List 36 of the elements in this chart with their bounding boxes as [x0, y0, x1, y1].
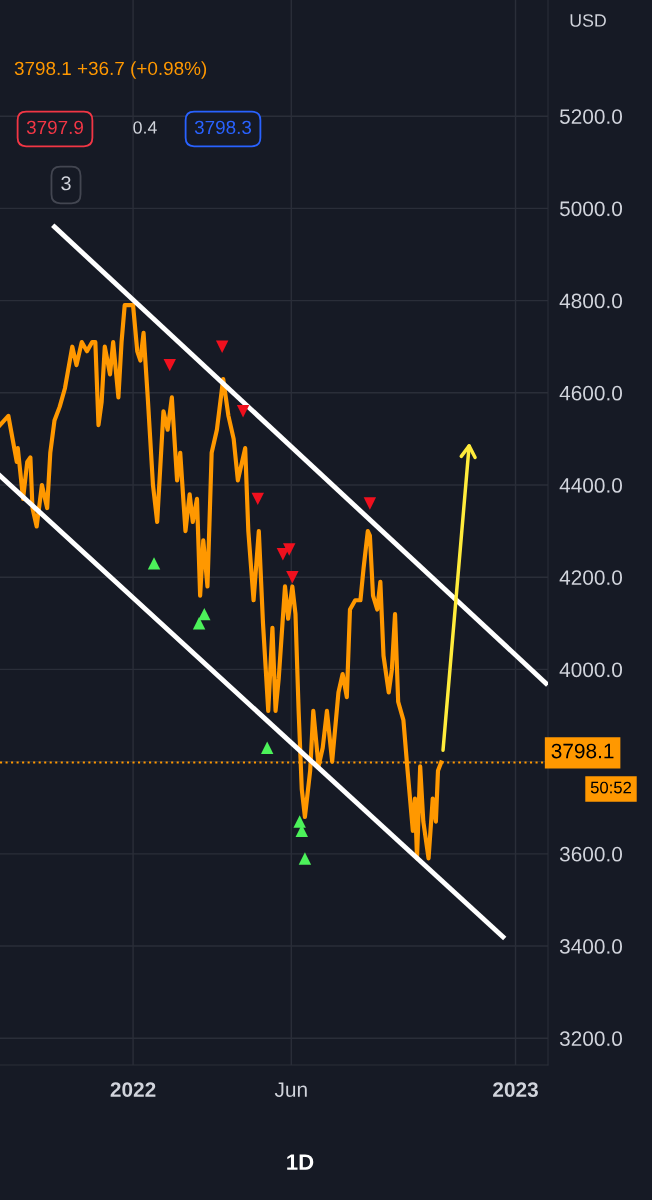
- y-tick-label: 5200.0: [559, 109, 623, 124]
- point: [298, 852, 312, 865]
- y-tick-label: 4600.0: [559, 385, 623, 401]
- point: [276, 547, 290, 561]
- point: [363, 497, 377, 510]
- y-tick-label: 4400.0: [559, 478, 623, 493]
- point: [236, 405, 250, 418]
- y-tick-label: 4800.0: [559, 293, 623, 309]
- point: [286, 571, 299, 584]
- text: 1D: [287, 1154, 314, 1170]
- x-tick-label: Jun: [274, 1082, 307, 1097]
- point: [192, 617, 206, 630]
- point: [282, 543, 296, 556]
- annotation: 3: [61, 176, 71, 191]
- text: USD: [570, 14, 606, 27]
- y-tick-label: 3400.0: [559, 939, 623, 954]
- y-tick-label: 3200.0: [559, 1031, 623, 1047]
- point: [260, 741, 274, 755]
- annotation: 3797.9: [26, 120, 83, 135]
- point: [251, 492, 264, 506]
- annotation: 3798.3: [194, 120, 252, 135]
- annotation: 0.4: [133, 121, 157, 134]
- point: [198, 607, 211, 621]
- x-tick-label: 2023: [493, 1082, 538, 1097]
- point: [215, 340, 229, 353]
- y-tick-label: 3600.0: [559, 846, 623, 862]
- y-tick-label: 5000.0: [559, 201, 623, 217]
- x-tick-label: 2022: [110, 1082, 156, 1097]
- annotation: 3798.1 +36.7 (+0.98%): [14, 61, 207, 79]
- point: [293, 815, 306, 828]
- text: 50:52: [590, 781, 632, 794]
- point: [163, 358, 176, 372]
- point: [147, 557, 161, 570]
- ref-line-label: 3798.1: [551, 743, 614, 759]
- y-tick-label: 4000.0: [559, 662, 623, 678]
- y-tick-label: 4200.0: [559, 570, 623, 585]
